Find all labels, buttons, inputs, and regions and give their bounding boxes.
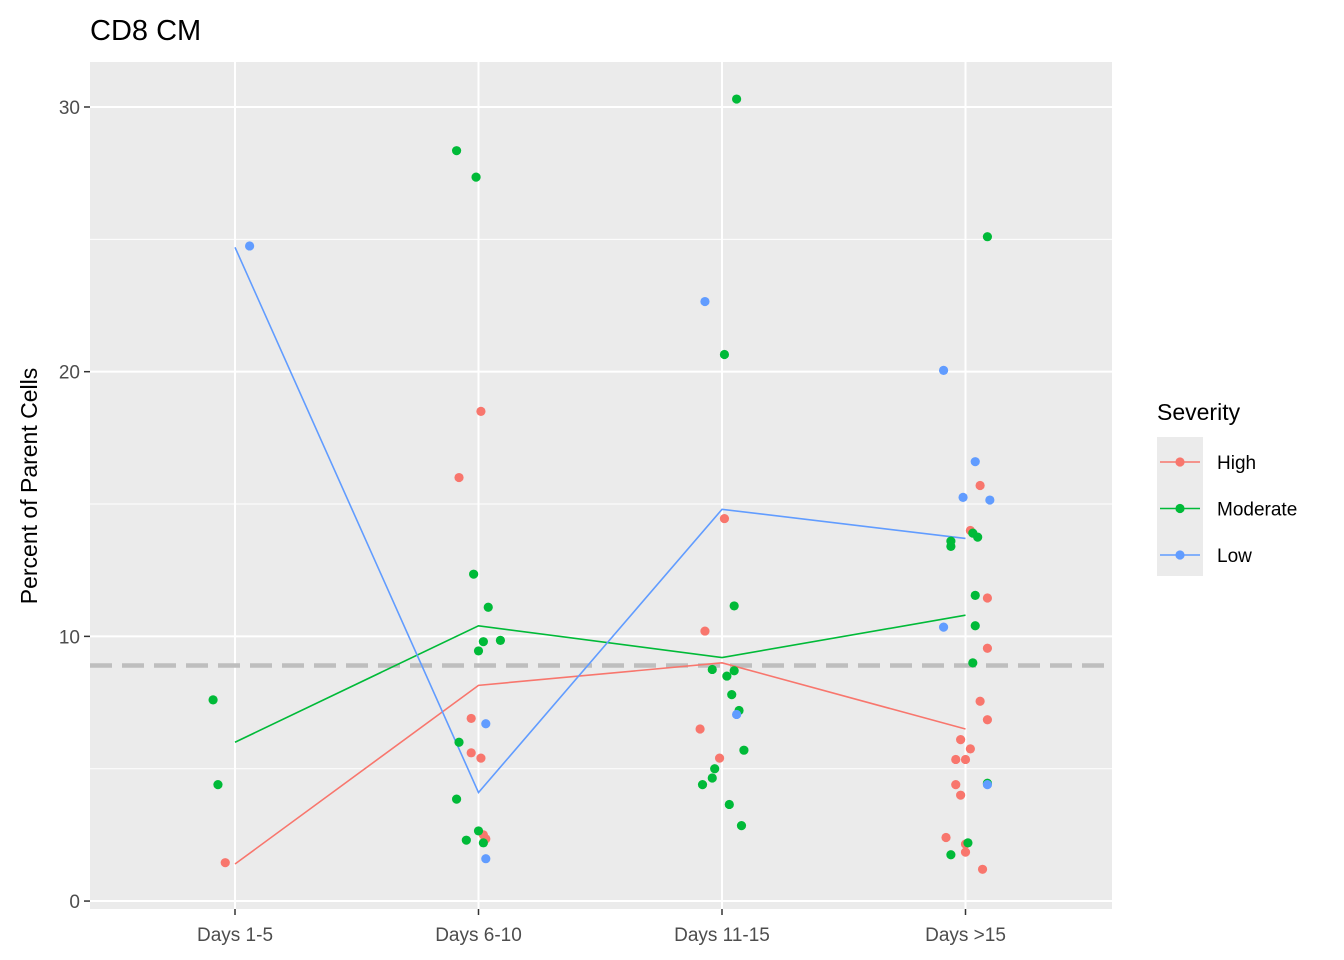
y-tick-label: 10 [59, 627, 80, 648]
data-point-low [982, 779, 993, 790]
data-point-low [732, 709, 742, 720]
data-point-low [938, 365, 949, 375]
legend-label-moderate: Moderate [1217, 500, 1297, 521]
mean-lines [234, 246, 966, 865]
data-point-low [958, 492, 968, 503]
data-point-moderate [946, 541, 956, 551]
data-point-high [466, 713, 476, 724]
x-tick-label: Days 1-5 [197, 925, 273, 946]
data-point-moderate [707, 664, 717, 675]
data-point-moderate [739, 745, 749, 755]
data-point-low [245, 241, 255, 251]
data-point-moderate [732, 94, 742, 104]
y-tick-label: 20 [59, 363, 80, 384]
data-point-low [481, 854, 491, 864]
data-point-moderate [982, 232, 993, 242]
data-point-high [982, 643, 993, 653]
mean-line-high [234, 662, 966, 865]
data-point-moderate [729, 666, 739, 676]
data-point-moderate [473, 646, 484, 656]
data-point-high [975, 696, 985, 706]
y-axis-title: Percent of Parent Cells [16, 368, 42, 605]
data-points [208, 94, 995, 874]
data-point-high [476, 406, 486, 416]
data-point-high [951, 779, 961, 790]
legend-label-high: High [1217, 453, 1256, 474]
data-point-moderate [973, 532, 983, 542]
data-point-moderate [729, 601, 739, 611]
data-point-moderate [727, 690, 737, 700]
y-tick-label: 30 [59, 98, 80, 119]
data-point-high [977, 864, 988, 874]
data-point-high [466, 748, 476, 758]
data-point-moderate [473, 826, 484, 836]
data-point-moderate [724, 799, 734, 810]
data-point-moderate [707, 773, 717, 783]
data-point-high [719, 513, 730, 524]
data-point-moderate [469, 569, 479, 579]
data-point-low [700, 296, 710, 307]
legend: Severity High Moderate Low [1157, 399, 1297, 576]
data-point-moderate [963, 838, 973, 848]
data-point-moderate [722, 671, 732, 681]
data-point-low [938, 622, 949, 632]
data-point-high [454, 472, 464, 483]
data-point-moderate [461, 835, 471, 845]
legend-key-point-high [1175, 457, 1185, 467]
data-point-high [956, 735, 966, 745]
legend-title: Severity [1157, 399, 1241, 425]
data-point-moderate [478, 637, 488, 647]
data-point-moderate [478, 838, 488, 848]
data-point-high [951, 754, 961, 765]
data-point-moderate [970, 621, 980, 631]
data-point-high [956, 790, 966, 800]
data-point-low [985, 495, 995, 505]
mean-line-moderate [234, 614, 966, 743]
data-point-high [965, 744, 975, 754]
mean-line-low [234, 246, 966, 795]
data-point-moderate [471, 172, 481, 182]
grid-lines [90, 62, 1112, 909]
y-tick-label: 0 [69, 892, 80, 913]
x-tick-label: Days >15 [925, 925, 1006, 946]
data-point-high [220, 858, 230, 868]
data-point-moderate [483, 602, 493, 612]
data-point-moderate [208, 695, 218, 705]
axes: 0 10 20 30 Days 1-5 Days 6-10 Days 11-15 Days >… [59, 98, 1006, 946]
data-point-moderate [495, 635, 506, 645]
data-point-high [982, 715, 993, 725]
chart-title: CD8 CM [90, 15, 201, 47]
data-point-high [700, 626, 710, 636]
data-point-moderate [710, 764, 720, 774]
data-point-moderate [697, 779, 708, 790]
legend-label-low: Low [1217, 546, 1252, 567]
data-point-high [714, 753, 725, 763]
legend-key-point-moderate [1175, 503, 1185, 514]
data-point-high [960, 754, 971, 765]
data-point-moderate [454, 737, 464, 747]
data-point-high [476, 753, 486, 763]
data-point-high [982, 593, 993, 603]
data-point-high [960, 847, 971, 857]
data-point-low [970, 457, 980, 467]
data-point-moderate [213, 779, 223, 790]
data-point-moderate [946, 850, 956, 860]
legend-key-point-low [1175, 550, 1185, 560]
data-point-moderate [451, 794, 462, 804]
data-point-high [695, 724, 705, 734]
x-tick-label: Days 6-10 [435, 925, 522, 946]
data-point-high [941, 832, 951, 843]
data-point-moderate [451, 146, 462, 156]
data-point-low [481, 719, 491, 729]
data-point-moderate [970, 590, 980, 600]
data-point-moderate [719, 349, 730, 360]
x-tick-label: Days 11-15 [674, 925, 770, 946]
plot-panel [90, 62, 1112, 909]
data-point-high [975, 480, 985, 491]
data-point-moderate [736, 821, 747, 831]
data-point-moderate [968, 658, 978, 668]
